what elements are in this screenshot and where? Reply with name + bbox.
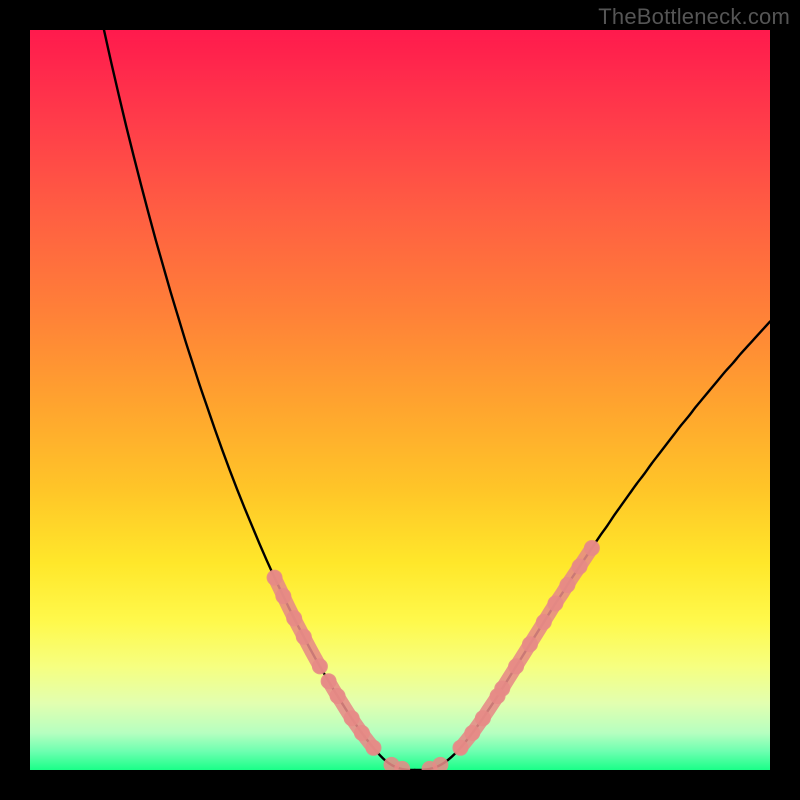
marker-point [354, 725, 370, 741]
marker-point [584, 540, 600, 556]
marker-point [475, 710, 491, 726]
marker-point [452, 740, 468, 756]
marker-point [547, 596, 563, 612]
marker-point [296, 629, 312, 645]
marker-point [508, 658, 524, 674]
marker-point [344, 710, 360, 726]
watermark-text: TheBottleneck.com [598, 4, 790, 30]
marker-point [365, 740, 381, 756]
marker-point [286, 610, 302, 626]
marker-point [522, 636, 538, 652]
chart-container: TheBottleneck.com [0, 0, 800, 800]
bottleneck-chart [0, 0, 800, 800]
marker-point [267, 570, 283, 586]
marker-point [464, 725, 480, 741]
marker-point [572, 559, 588, 575]
marker-point [312, 658, 328, 674]
marker-point [536, 614, 552, 630]
marker-point [275, 588, 291, 604]
marker-point [321, 673, 337, 689]
chart-background [30, 30, 770, 770]
marker-point [330, 688, 346, 704]
marker-point [559, 577, 575, 593]
marker-point [494, 681, 510, 697]
